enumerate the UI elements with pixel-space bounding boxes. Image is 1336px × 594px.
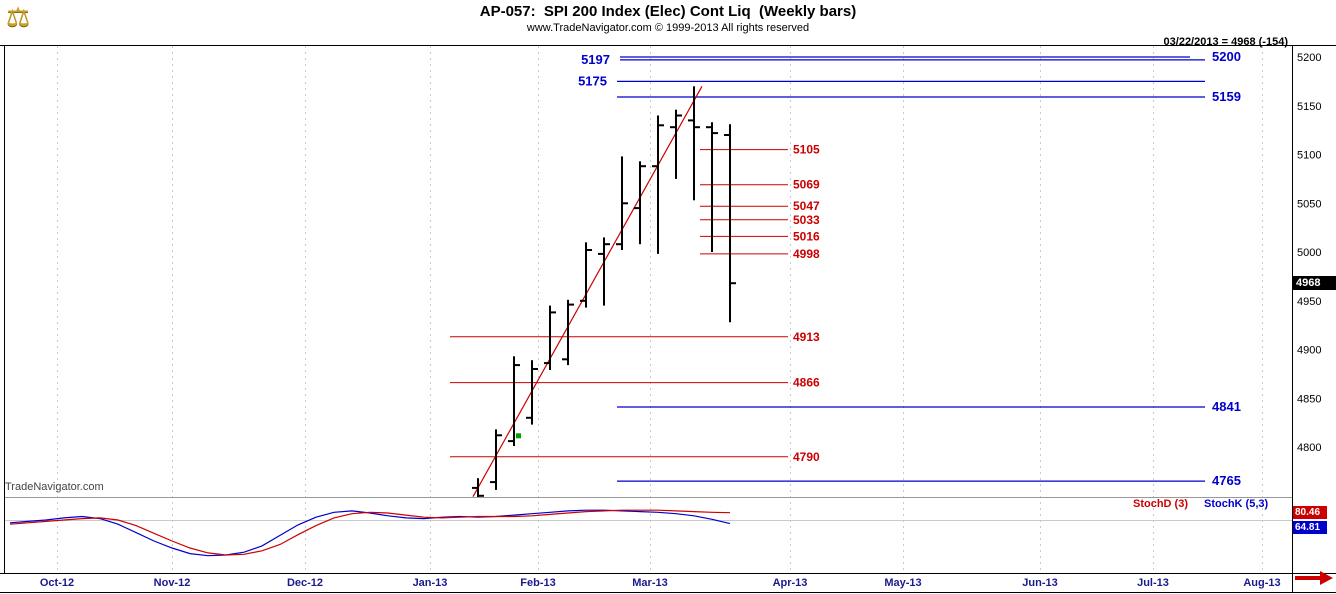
stochk-line [9, 509, 731, 557]
y-axis-tick-label: 5200 [1297, 52, 1321, 64]
x-axis-month-label: Apr-13 [773, 577, 808, 589]
watermark-text: TradeNavigator.com [5, 481, 104, 493]
x-axis-month-label: Feb-13 [520, 577, 555, 589]
stochk-value-badge: 64.81 [1293, 521, 1327, 534]
blue-price-level-label: 4765 [1212, 473, 1241, 488]
y-axis-tick-label: 4800 [1297, 442, 1321, 454]
x-axis-month-label: Mar-13 [632, 577, 667, 589]
last-quote-text: 03/22/2013 = 4968 (-154) [1163, 36, 1288, 48]
y-axis-tick-label: 4850 [1297, 393, 1321, 405]
y-axis-tick-label: 4950 [1297, 296, 1321, 308]
x-axis-month-label: Jul-13 [1137, 577, 1169, 589]
blue-price-level-label: 5175 [578, 73, 607, 88]
chart-title: AP-057: SPI 200 Index (Elec) Cont Liq (W… [479, 3, 857, 20]
x-axis-month-label: Jun-13 [1022, 577, 1057, 589]
stochk-legend-label[interactable]: StochK (5,3) [1204, 498, 1269, 510]
x-axis-month-label: Nov-12 [154, 577, 191, 589]
red-price-level-label: 5033 [793, 213, 820, 227]
y-axis-tick-label: 5050 [1297, 198, 1321, 210]
blue-price-level-label: 5159 [1212, 89, 1241, 104]
stochd-line [9, 509, 731, 556]
x-axis-month-label: Jan-13 [413, 577, 448, 589]
red-price-level-label: 5016 [793, 229, 820, 243]
x-axis-month-label: Dec-12 [287, 577, 323, 589]
blue-price-level-label: 5197 [581, 52, 610, 67]
blue-price-level-label: 5200 [1212, 49, 1241, 64]
y-axis-tick-label: 5000 [1297, 247, 1321, 259]
red-price-level-label: 4866 [793, 376, 820, 390]
red-price-level-label: 4913 [793, 330, 820, 344]
signal-marker [516, 433, 521, 439]
x-axis-month-label: Aug-13 [1243, 577, 1280, 589]
y-axis-tick-label: 5150 [1297, 101, 1321, 113]
y-axis-tick-label: 5100 [1297, 150, 1321, 162]
red-price-level-label: 5105 [793, 143, 820, 157]
last-price-badge: 4968 [1293, 276, 1336, 290]
scroll-right-arrow-icon[interactable] [1320, 571, 1333, 585]
copyright-subtitle: www.TradeNavigator.com © 1999-2013 All r… [526, 22, 810, 34]
red-price-level-label: 5047 [793, 199, 820, 213]
red-price-level-label: 4998 [793, 247, 820, 261]
x-axis-month-label: May-13 [884, 577, 921, 589]
blue-price-level-label: 4841 [1212, 399, 1241, 414]
x-axis-month-label: Oct-12 [40, 577, 74, 589]
red-price-level-label: 5069 [793, 178, 820, 192]
y-axis-tick-label: 4900 [1297, 345, 1321, 357]
stochd-legend-label[interactable]: StochD (3) [1133, 498, 1188, 510]
trade-navigator-logo: ⚖ [6, 2, 31, 32]
red-price-level-label: 4790 [793, 450, 820, 464]
trendline[interactable] [472, 86, 703, 497]
stochd-value-badge: 80.46 [1293, 506, 1327, 519]
